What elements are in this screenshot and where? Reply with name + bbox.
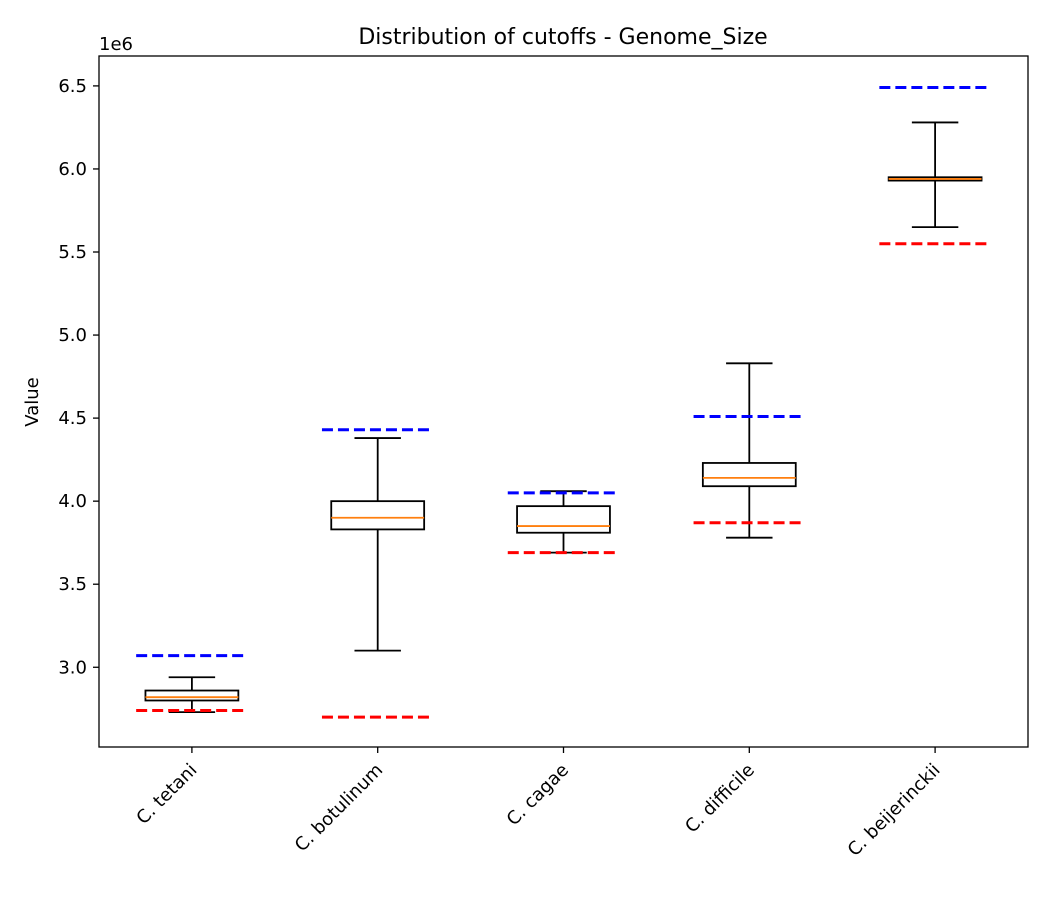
- y-axis-label: Value: [22, 377, 43, 426]
- chart-title: Distribution of cutoffs - Genome_Size: [358, 25, 767, 50]
- y-tick-label: 5.0: [58, 325, 87, 346]
- y-tick-label: 3.0: [58, 657, 87, 678]
- box: [516, 505, 611, 534]
- box-group: [887, 121, 983, 228]
- y-tick-label: 6.0: [58, 159, 87, 180]
- box-group: [144, 676, 240, 714]
- box: [330, 500, 426, 531]
- y-tick-label: 6.5: [58, 76, 87, 97]
- box-group: [701, 362, 797, 539]
- y-axis-offset-label: 1e6: [99, 34, 133, 55]
- plot-area: [136, 86, 991, 719]
- y-tick-label: 3.5: [58, 574, 87, 595]
- box-group: [330, 437, 426, 652]
- box: [144, 689, 240, 702]
- plot-frame: [98, 55, 1029, 748]
- y-axis: 3.0 3.5 4.0 4.5 5.0 5.5 6.0 6.5: [58, 76, 99, 678]
- y-tick-label: 4.0: [58, 491, 87, 512]
- box: [701, 462, 797, 488]
- y-tick-label: 4.5: [58, 408, 87, 429]
- y-tick-label: 5.5: [58, 242, 87, 263]
